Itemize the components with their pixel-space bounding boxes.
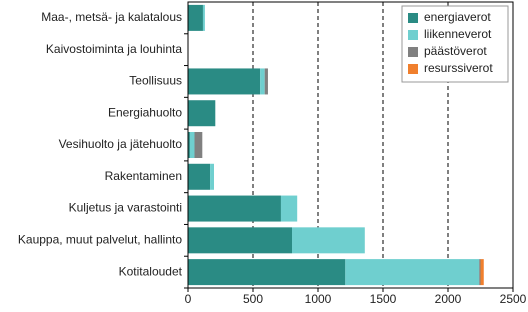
bar-segment <box>188 195 281 222</box>
y-tick-label: Kauppa, muut palvelut, hallinto <box>18 233 182 247</box>
bar-segment <box>479 259 481 286</box>
bar-segment <box>264 68 268 95</box>
legend-label: resurssiverot <box>424 61 493 75</box>
x-tick-label: 0 <box>185 292 192 306</box>
y-tick-label: Vesihuolto ja jätehuolto <box>59 137 183 151</box>
legend-label: energiaverot <box>424 10 491 24</box>
x-tick-label: 2000 <box>435 292 462 306</box>
y-tick-label: Kuljetus ja varastointi <box>69 201 182 215</box>
bar-segment <box>188 4 203 31</box>
bar-segment <box>188 227 292 254</box>
bar-segment <box>194 132 203 158</box>
bar-segment <box>188 163 211 190</box>
plot-frame <box>187 1 514 289</box>
bar-segment <box>189 132 195 158</box>
x-tick-label: 2500 <box>500 292 527 306</box>
bar-segment <box>188 132 190 158</box>
legend-label: liikenneverot <box>424 27 492 41</box>
legend-swatch <box>408 47 418 57</box>
y-tick-label: Kotitaloudet <box>119 264 183 278</box>
x-tick-label: 500 <box>243 292 263 306</box>
legend-swatch <box>408 30 418 40</box>
legend-label: päästöverot <box>424 44 487 58</box>
bar-segment <box>280 195 298 222</box>
y-tick-label: Rakentaminen <box>105 169 182 183</box>
bar-segment <box>260 68 265 95</box>
legend-box <box>401 5 509 83</box>
bar-segment <box>202 4 205 31</box>
bar-segment <box>188 259 346 286</box>
legend-swatch <box>408 13 418 23</box>
x-tick-label: 1000 <box>305 292 332 306</box>
y-tick-label: Kaivostoiminta ja louhinta <box>46 42 182 56</box>
bar-segment <box>188 68 261 95</box>
bar-segment <box>345 259 480 286</box>
legend-swatch <box>408 64 418 74</box>
y-tick-label: Energiahuolto <box>108 105 182 119</box>
y-tick-label: Maa-, metsä- ja kalatalous <box>41 10 182 24</box>
bar-segment <box>210 163 214 190</box>
x-tick-label: 1500 <box>370 292 397 306</box>
bar-segment <box>188 100 216 127</box>
bar-segment <box>480 259 484 286</box>
bar-segment <box>292 227 365 254</box>
y-tick-label: Teollisuus <box>129 74 182 88</box>
